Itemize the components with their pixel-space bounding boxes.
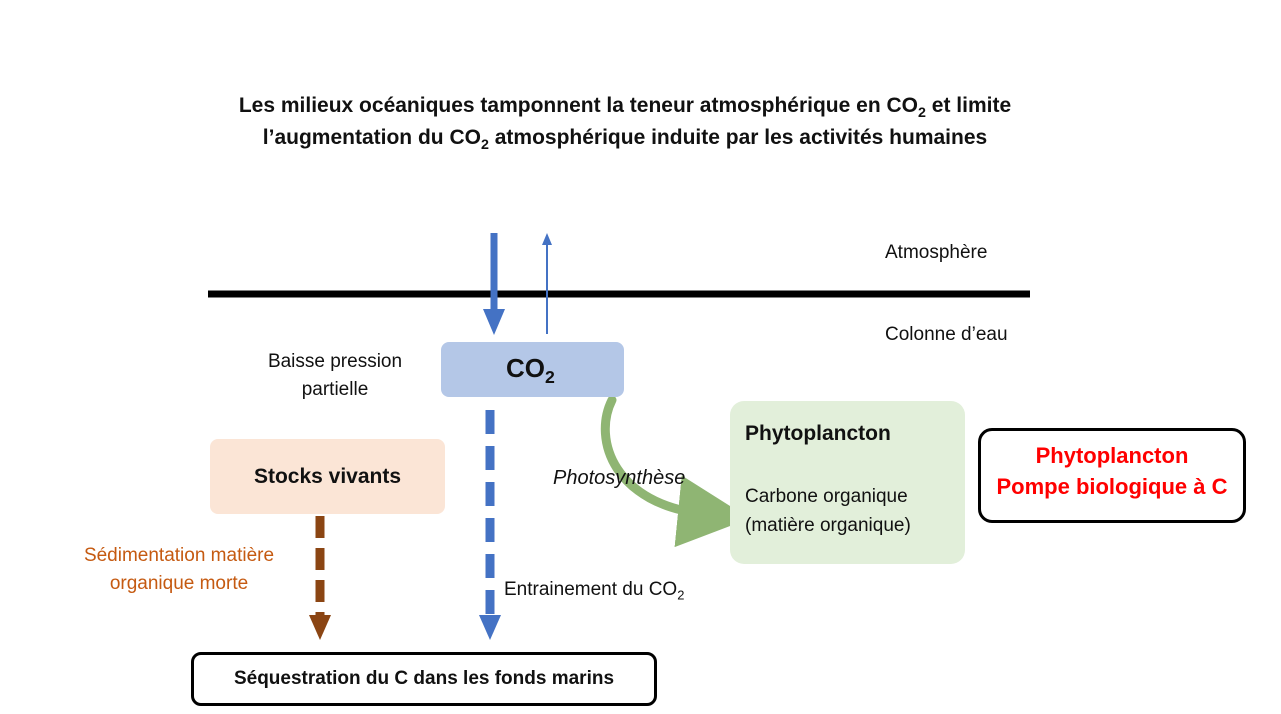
sequestration-label: Séquestration du C dans les fonds marins	[233, 668, 615, 689]
diagram-title: Les milieux océaniques tamponnent la ten…	[120, 90, 1130, 154]
co2-release-arrowhead	[542, 233, 552, 245]
title-line-2: l’augmentation du CO2 atmosphérique indu…	[262, 126, 988, 153]
co2-box-label: CO2	[506, 353, 555, 388]
entrainment-arrowhead	[479, 615, 501, 640]
entrainment-label: Entrainement du CO2	[504, 579, 685, 603]
organic-matter-label: (matière organique)	[745, 515, 911, 536]
biological-pump-line-1: Phytoplancton	[1035, 443, 1189, 468]
living-stocks-box: Stocks vivants	[210, 439, 445, 514]
phytoplankton-title: Phytoplancton	[745, 422, 891, 445]
co2-uptake-arrowhead	[483, 309, 505, 335]
pressure-label: Baisse pression partielle	[267, 351, 403, 400]
photosynthesis-label: Photosynthèse	[553, 467, 686, 489]
phytoplankton-box	[730, 401, 965, 564]
biological-pump-line-2: Pompe biologique à C	[996, 474, 1228, 499]
water-column-label: Colonne d’eau	[885, 324, 1008, 345]
biological-pump-box	[978, 428, 1246, 523]
living-stocks-label: Stocks vivants	[253, 464, 402, 488]
sedimentation-label: Sédimentation matière organique morte	[83, 545, 275, 594]
sequestration-box: Séquestration du C dans les fonds marins	[191, 652, 657, 706]
organic-carbon-label: Carbone organique	[745, 486, 908, 507]
title-line-1: Les milieux océaniques tamponnent la ten…	[238, 94, 1012, 121]
photosynthesis-arrow	[600, 395, 750, 548]
sedimentation-arrowhead	[309, 615, 331, 640]
atmosphere-label: Atmosphère	[885, 242, 988, 263]
co2-box	[441, 342, 624, 397]
